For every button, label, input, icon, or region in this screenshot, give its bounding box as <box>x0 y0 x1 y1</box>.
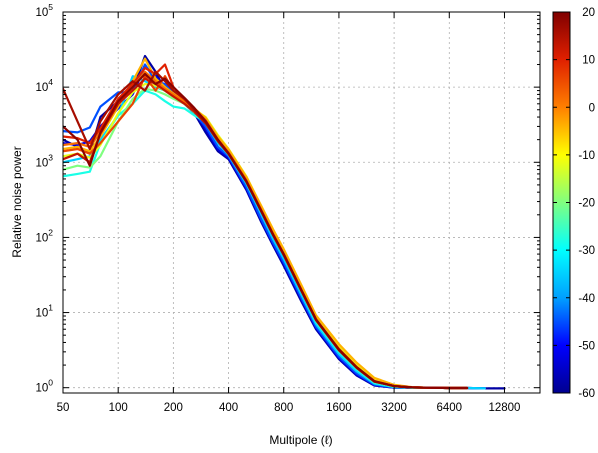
x-tick-label: 1600 <box>326 402 352 414</box>
x-axis-label: Multipole (ℓ) <box>269 433 332 447</box>
y-tick-label: 100 <box>35 378 53 395</box>
colorbar-tick-label: -50 <box>578 340 595 352</box>
x-tick-label: 50 <box>57 402 70 414</box>
x-tick-label: 6400 <box>436 402 462 414</box>
axis-ticks <box>62 11 540 393</box>
x-tick-label: 800 <box>274 402 293 414</box>
x-tick-label: 3200 <box>381 402 407 414</box>
series-line <box>63 72 469 390</box>
plot-frame <box>62 11 541 394</box>
x-tick-label: 100 <box>109 402 128 414</box>
colorbar-tick-label: -20 <box>578 198 595 210</box>
x-tick-label: 400 <box>219 402 238 414</box>
colorbar-tick-label: 20 <box>582 7 595 19</box>
colorbar-tick-label: -60 <box>578 388 595 400</box>
y-tick-labels: 100 101 102 103 104 105 <box>35 2 53 395</box>
y-tick-label: 104 <box>35 77 53 94</box>
colorbar-tick-label: -30 <box>578 245 595 257</box>
colorbar-ticks: 20 10 0 -10 -20 -30 -40 -50 -60 <box>553 7 595 400</box>
y-tick-label: 103 <box>35 152 53 169</box>
y-tick-label: 102 <box>35 227 53 244</box>
grid-lines <box>63 12 540 393</box>
x-tick-label: 200 <box>164 402 183 414</box>
colorbar-tick-label: -10 <box>578 150 595 162</box>
y-axis-label: Relative noise power <box>10 146 24 257</box>
x-tick-labels: 50 100 200 400 800 1600 3200 6400 12800 <box>57 402 521 414</box>
series-layer <box>63 54 506 390</box>
colorbar-tick-label: -40 <box>578 293 595 305</box>
colorbar-tick-label: 0 <box>589 102 595 114</box>
plot-background <box>63 12 540 393</box>
y-tick-label: 101 <box>35 303 53 320</box>
y-tick-label: 105 <box>35 2 53 19</box>
colorbar-tick-label: 10 <box>582 55 595 67</box>
x-tick-label: 12800 <box>488 402 520 414</box>
